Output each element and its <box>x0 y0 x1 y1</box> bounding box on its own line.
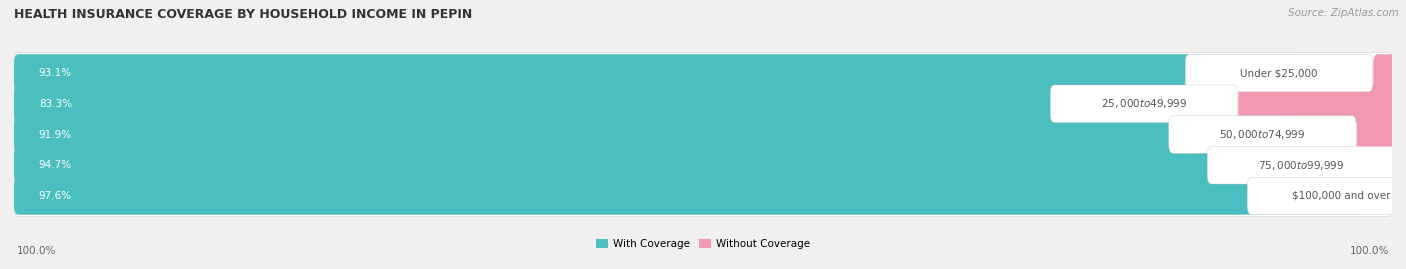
Text: $50,000 to $74,999: $50,000 to $74,999 <box>1219 128 1306 141</box>
FancyBboxPatch shape <box>14 52 1392 94</box>
Text: 93.1%: 93.1% <box>39 68 72 78</box>
FancyBboxPatch shape <box>14 85 1166 122</box>
FancyBboxPatch shape <box>1374 54 1406 92</box>
FancyBboxPatch shape <box>14 175 1392 217</box>
Text: Source: ZipAtlas.com: Source: ZipAtlas.com <box>1288 8 1399 18</box>
FancyBboxPatch shape <box>1395 147 1406 184</box>
Text: 91.9%: 91.9% <box>39 129 72 140</box>
Text: 83.3%: 83.3% <box>39 99 72 109</box>
FancyBboxPatch shape <box>1185 54 1372 92</box>
FancyBboxPatch shape <box>14 147 1323 184</box>
FancyBboxPatch shape <box>14 177 1362 215</box>
FancyBboxPatch shape <box>1357 116 1406 153</box>
FancyBboxPatch shape <box>14 116 1285 153</box>
FancyBboxPatch shape <box>1050 85 1237 122</box>
FancyBboxPatch shape <box>1247 177 1406 215</box>
Text: 100.0%: 100.0% <box>1350 246 1389 256</box>
Text: $100,000 and over: $100,000 and over <box>1292 191 1391 201</box>
FancyBboxPatch shape <box>1208 147 1395 184</box>
Text: Under $25,000: Under $25,000 <box>1240 68 1317 78</box>
Text: 100.0%: 100.0% <box>17 246 56 256</box>
FancyBboxPatch shape <box>14 83 1392 124</box>
Text: 94.7%: 94.7% <box>39 160 72 170</box>
Text: $75,000 to $99,999: $75,000 to $99,999 <box>1258 159 1344 172</box>
FancyBboxPatch shape <box>1168 116 1357 153</box>
FancyBboxPatch shape <box>1239 85 1406 122</box>
Text: 97.6%: 97.6% <box>39 191 72 201</box>
FancyBboxPatch shape <box>14 114 1392 155</box>
FancyBboxPatch shape <box>14 145 1392 186</box>
Text: HEALTH INSURANCE COVERAGE BY HOUSEHOLD INCOME IN PEPIN: HEALTH INSURANCE COVERAGE BY HOUSEHOLD I… <box>14 8 472 21</box>
Legend: With Coverage, Without Coverage: With Coverage, Without Coverage <box>592 235 814 253</box>
FancyBboxPatch shape <box>14 54 1301 92</box>
Text: $25,000 to $49,999: $25,000 to $49,999 <box>1101 97 1187 110</box>
